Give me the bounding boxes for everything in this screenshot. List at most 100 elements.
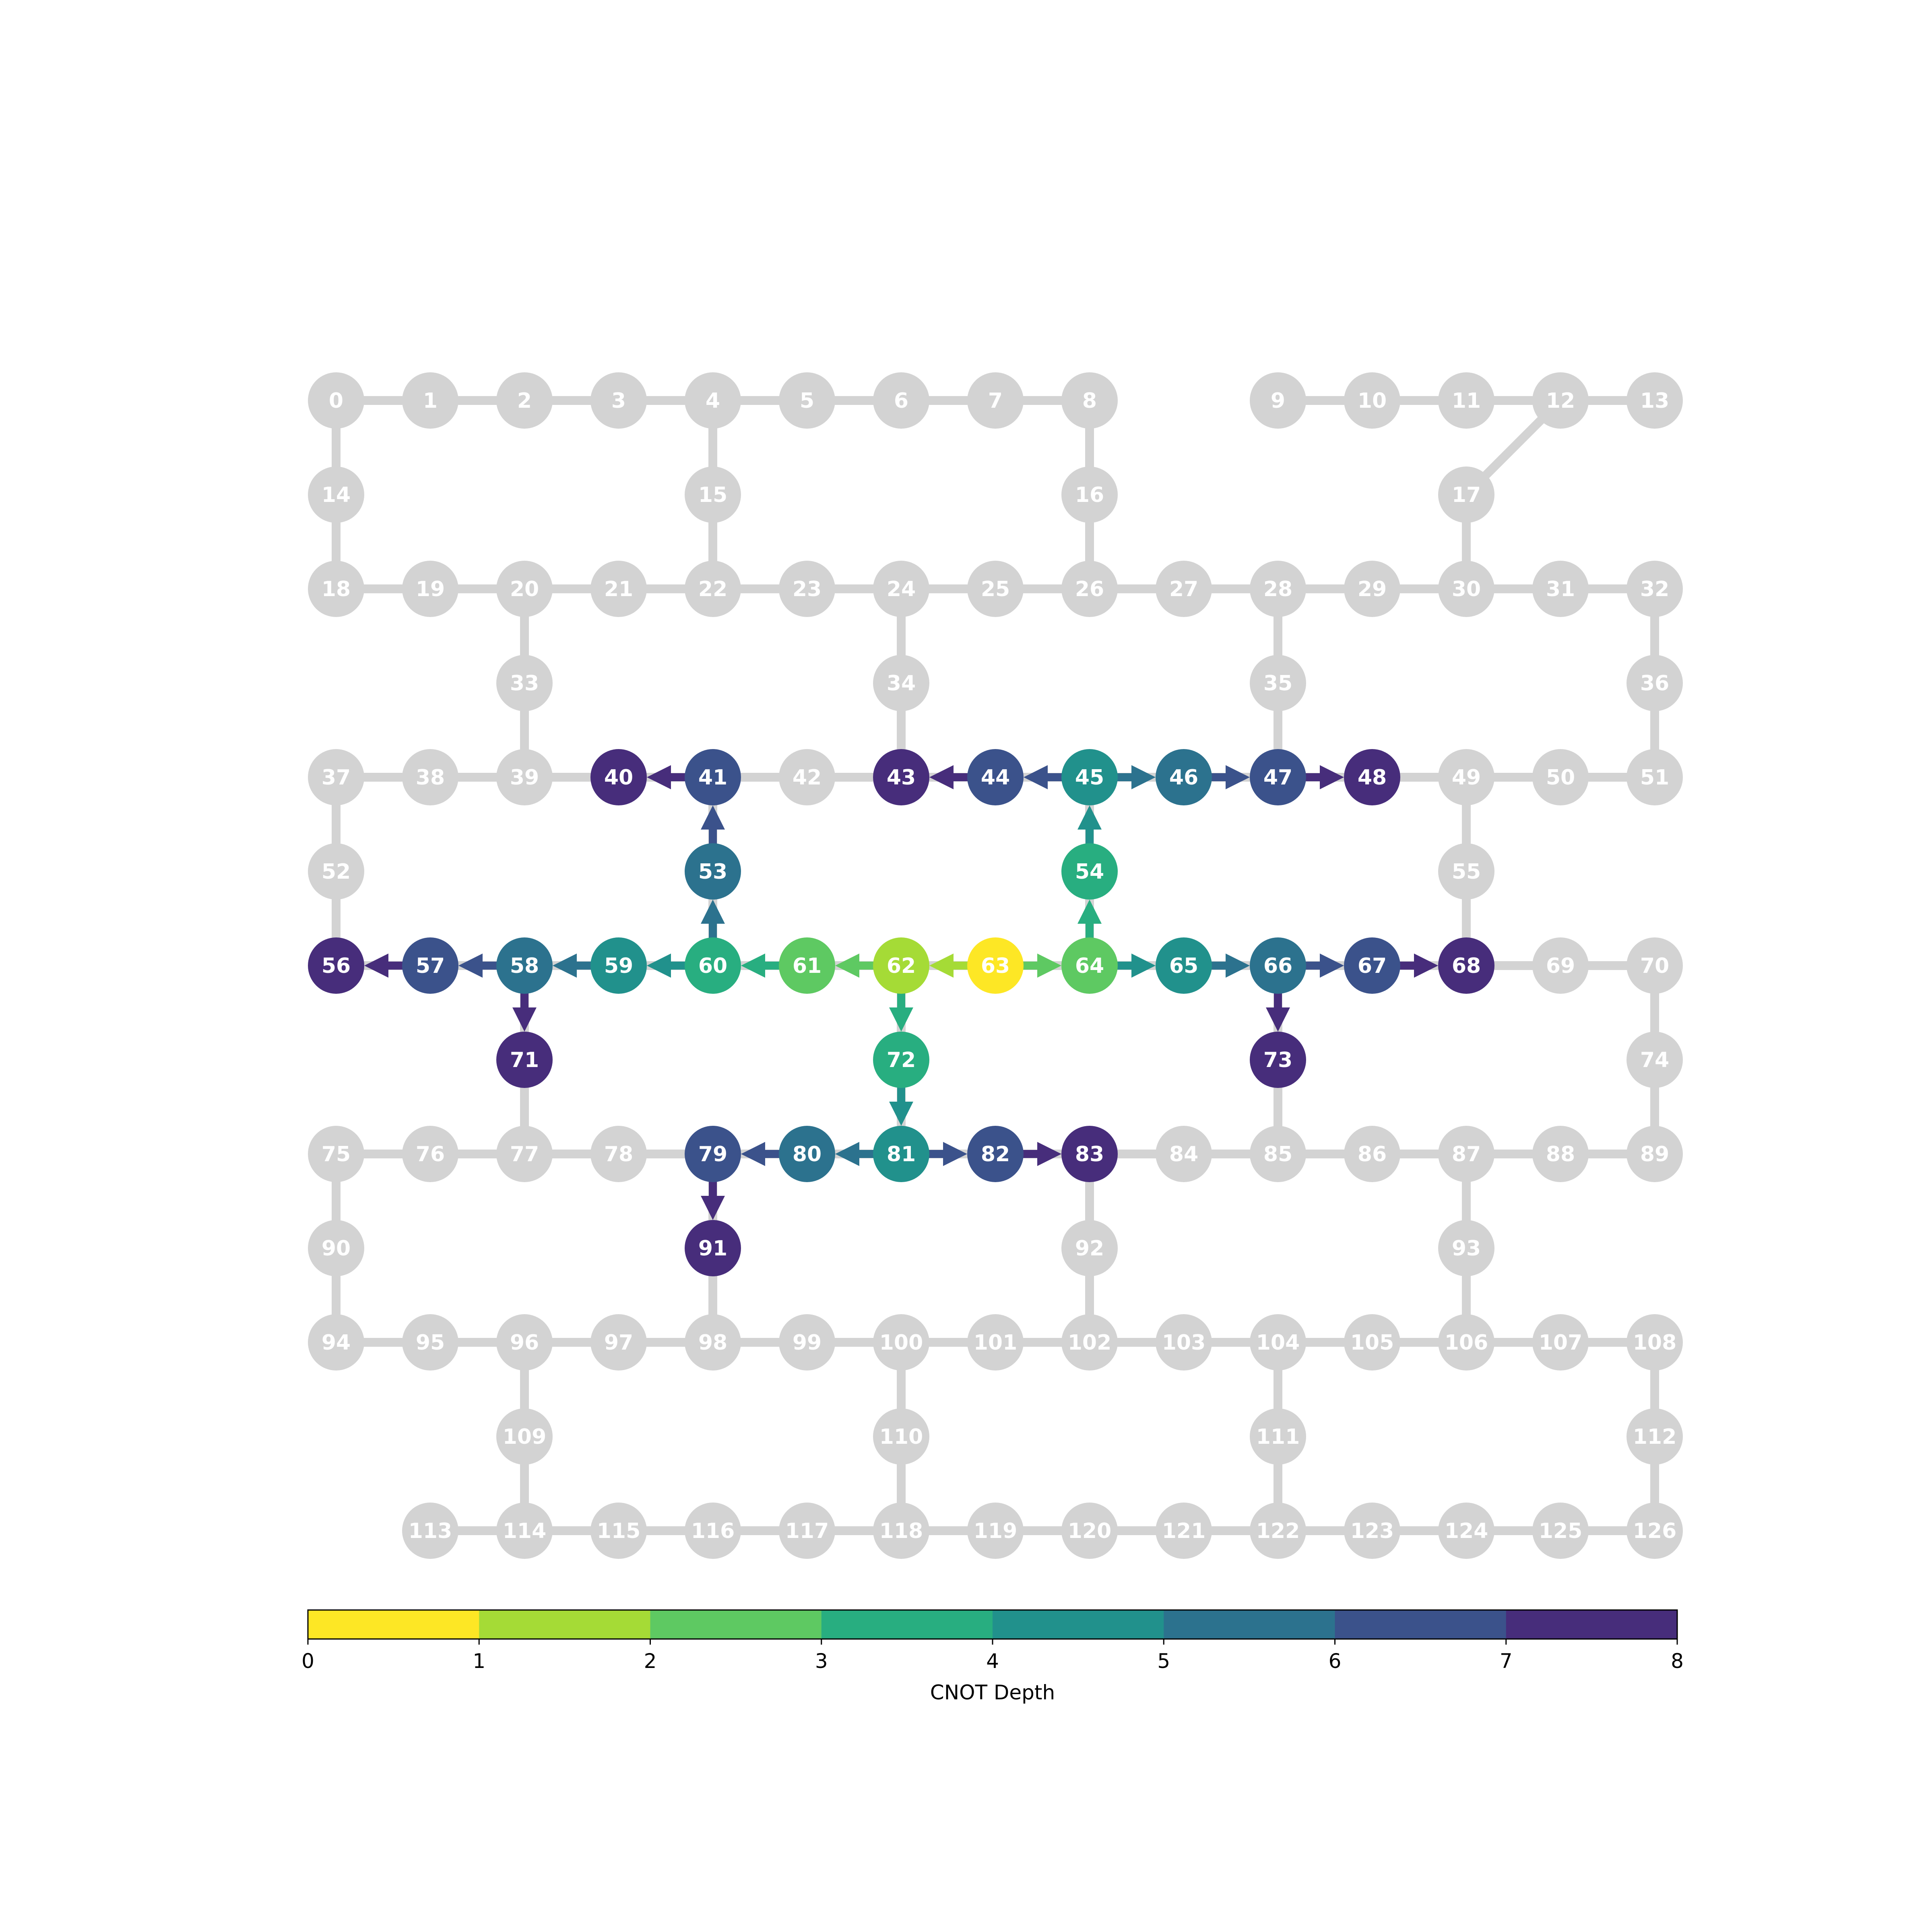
qubit-label-89: 89 xyxy=(1640,1142,1669,1166)
qubit-node-85 xyxy=(1250,1126,1306,1182)
qubit-label-59: 59 xyxy=(604,954,633,978)
qubit-node-43 xyxy=(873,749,929,805)
qubit-label-84: 84 xyxy=(1169,1142,1198,1166)
qubit-node-113 xyxy=(402,1503,458,1559)
qubit-label-19: 19 xyxy=(416,577,445,601)
cnot-arrowhead-57-56 xyxy=(364,954,388,978)
qubit-node-96 xyxy=(496,1314,553,1371)
cnot-arrowhead-81-80 xyxy=(835,1142,859,1166)
qubit-node-16 xyxy=(1061,466,1118,523)
qubit-label-35: 35 xyxy=(1263,671,1292,696)
qubit-label-16: 16 xyxy=(1075,483,1104,507)
colorbar-tick-label-6: 6 xyxy=(1329,1649,1342,1673)
qubit-node-21 xyxy=(590,561,647,617)
qubit-label-73: 73 xyxy=(1263,1048,1292,1072)
qubit-label-79: 79 xyxy=(698,1142,727,1166)
qubit-node-126 xyxy=(1627,1503,1683,1559)
qubit-label-80: 80 xyxy=(793,1142,822,1166)
qubit-node-80 xyxy=(779,1126,835,1182)
qubit-node-120 xyxy=(1061,1503,1118,1559)
qubit-node-118 xyxy=(873,1503,929,1559)
qubit-label-104: 104 xyxy=(1256,1331,1300,1355)
qubit-label-65: 65 xyxy=(1169,954,1198,978)
qubit-label-123: 123 xyxy=(1350,1519,1394,1543)
qubit-label-30: 30 xyxy=(1452,577,1481,601)
qubit-label-33: 33 xyxy=(510,671,539,696)
qubit-node-13 xyxy=(1627,372,1683,429)
colorbar-segment-0 xyxy=(308,1610,479,1639)
qubit-label-106: 106 xyxy=(1445,1331,1488,1355)
qubit-label-0: 0 xyxy=(329,389,343,413)
qubit-label-8: 8 xyxy=(1082,389,1097,413)
cnot-arrowhead-81-82 xyxy=(943,1142,967,1166)
qubit-label-24: 24 xyxy=(887,577,916,601)
qubit-node-45 xyxy=(1061,749,1118,805)
qubit-node-125 xyxy=(1532,1503,1589,1559)
qubit-label-50: 50 xyxy=(1546,766,1575,790)
cnot-arrowhead-62-72 xyxy=(889,1007,913,1032)
qubit-node-61 xyxy=(779,937,835,994)
qubit-node-28 xyxy=(1250,561,1306,617)
cnot-arrowhead-64-54 xyxy=(1077,900,1102,924)
qubit-label-81: 81 xyxy=(887,1142,916,1166)
qubit-node-104 xyxy=(1250,1314,1306,1371)
qubit-node-89 xyxy=(1627,1126,1683,1182)
qubit-label-86: 86 xyxy=(1358,1142,1387,1166)
qubit-label-64: 64 xyxy=(1075,954,1104,978)
qubit-label-26: 26 xyxy=(1075,577,1104,601)
qubit-label-34: 34 xyxy=(887,671,916,696)
qubit-label-75: 75 xyxy=(322,1142,351,1166)
qubit-label-66: 66 xyxy=(1263,954,1292,978)
cnot-arrowhead-54-45 xyxy=(1077,805,1102,830)
qubit-node-116 xyxy=(685,1503,741,1559)
qubit-label-27: 27 xyxy=(1169,577,1198,601)
colorbar-segment-5 xyxy=(1164,1610,1335,1639)
qubit-node-62 xyxy=(873,937,929,994)
qubit-node-25 xyxy=(967,561,1024,617)
qubit-node-30 xyxy=(1438,561,1494,617)
qubit-node-71 xyxy=(496,1032,553,1088)
qubit-label-15: 15 xyxy=(698,483,727,507)
qubit-node-51 xyxy=(1627,749,1683,805)
qubit-node-60 xyxy=(685,937,741,994)
qubit-label-112: 112 xyxy=(1633,1425,1677,1449)
qubit-label-49: 49 xyxy=(1452,766,1481,790)
qubit-label-47: 47 xyxy=(1263,766,1292,790)
qubit-label-21: 21 xyxy=(604,577,633,601)
qubit-label-17: 17 xyxy=(1452,483,1481,507)
qubit-label-111: 111 xyxy=(1256,1425,1300,1449)
qubit-label-22: 22 xyxy=(698,577,727,601)
colorbar-segment-6 xyxy=(1335,1610,1507,1639)
qubit-label-6: 6 xyxy=(894,389,908,413)
qubit-label-124: 124 xyxy=(1445,1519,1488,1543)
cnot-arrowhead-79-91 xyxy=(701,1196,725,1220)
qubit-node-58 xyxy=(496,937,553,994)
colorbar: 0 1 2 3 4 5 6 7 8 xyxy=(301,1609,1684,1673)
cnot-arrowhead-46-47 xyxy=(1226,765,1250,789)
qubit-node-27 xyxy=(1156,561,1212,617)
qubit-label-77: 77 xyxy=(510,1142,539,1166)
qubit-label-99: 99 xyxy=(793,1331,822,1355)
qubit-node-48 xyxy=(1344,749,1400,805)
qubit-label-55: 55 xyxy=(1452,860,1481,884)
qubit-node-70 xyxy=(1627,937,1683,994)
qubit-node-122 xyxy=(1250,1503,1306,1559)
qubit-label-88: 88 xyxy=(1546,1142,1575,1166)
colorbar-label: CNOT Depth xyxy=(930,1681,1055,1704)
qubit-node-22 xyxy=(685,561,741,617)
qubit-label-116: 116 xyxy=(691,1519,735,1543)
qubit-label-52: 52 xyxy=(322,860,351,884)
qubit-label-56: 56 xyxy=(322,954,351,978)
qubit-label-85: 85 xyxy=(1263,1142,1292,1166)
qubit-label-28: 28 xyxy=(1263,577,1292,601)
cnot-arrowhead-60-59 xyxy=(647,954,671,978)
qubit-node-49 xyxy=(1438,749,1494,805)
qubit-node-67 xyxy=(1344,937,1400,994)
qubit-label-48: 48 xyxy=(1358,766,1387,790)
qubit-label-67: 67 xyxy=(1358,954,1387,978)
qubit-label-4: 4 xyxy=(706,389,720,413)
qubit-node-123 xyxy=(1344,1503,1400,1559)
qubit-node-100 xyxy=(873,1314,929,1371)
qubit-label-87: 87 xyxy=(1452,1142,1481,1166)
